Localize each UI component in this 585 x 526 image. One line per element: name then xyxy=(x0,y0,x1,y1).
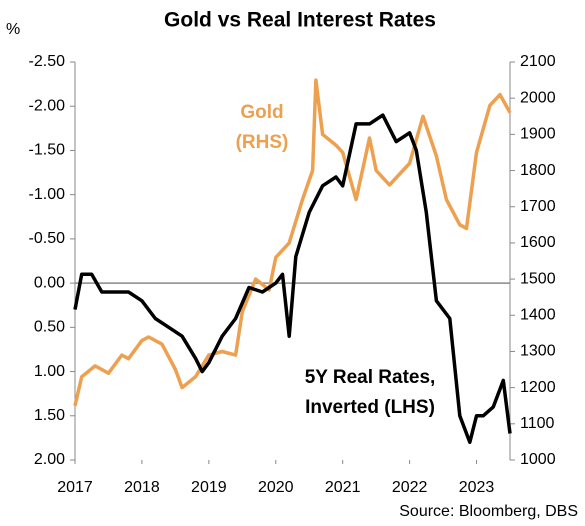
x-tick-label: 2023 xyxy=(459,479,495,496)
y-tick-label: 1.50 xyxy=(34,407,65,424)
y2-tick-label: 1300 xyxy=(520,343,556,360)
y-tick-label: -0.50 xyxy=(29,230,66,247)
y-tick-label: 2.00 xyxy=(34,451,65,468)
y2-tick-label: 2000 xyxy=(520,89,556,106)
line-series xyxy=(73,78,512,407)
x-tick-label: 2022 xyxy=(392,479,428,496)
y2-tick-label: 1400 xyxy=(520,306,556,323)
y2-tick-label: 1800 xyxy=(520,162,556,179)
line-series xyxy=(73,113,512,445)
y-tick-label: -2.00 xyxy=(29,97,66,114)
y2-tick-label: 1700 xyxy=(520,198,556,215)
y2-tick-label: 2100 xyxy=(520,53,556,70)
annotation: (RHS) xyxy=(236,132,289,153)
y-tick-label: -1.50 xyxy=(29,142,66,159)
y2-tick-label: 1500 xyxy=(520,270,556,287)
y-unit: % xyxy=(6,21,20,38)
y-tick-label: 0.00 xyxy=(34,274,65,291)
x-tick-label: 2019 xyxy=(191,479,227,496)
annotation: Gold xyxy=(240,102,283,123)
y-tick-label: 1.00 xyxy=(34,363,65,380)
y-tick-label: -1.00 xyxy=(29,186,66,203)
y2-tick-label: 1000 xyxy=(520,451,556,468)
y2-tick-label: 1900 xyxy=(520,126,556,143)
source: Source: Bloomberg, DBS xyxy=(399,503,578,520)
y2-tick-label: 1600 xyxy=(520,234,556,251)
annotation: 5Y Real Rates, xyxy=(305,367,436,388)
x-tick-label: 2021 xyxy=(325,479,361,496)
x-tick-label: 2020 xyxy=(258,479,294,496)
y-tick-label: -2.50 xyxy=(29,53,66,70)
y2-tick-label: 1200 xyxy=(520,379,556,396)
y2-tick-label: 1100 xyxy=(520,415,555,432)
y-tick-label: 0.50 xyxy=(34,319,65,336)
chart-title: Gold vs Real Interest Rates xyxy=(164,9,436,32)
x-tick-label: 2018 xyxy=(124,479,160,496)
x-tick-label: 2017 xyxy=(57,479,93,496)
annotation: Inverted (LHS) xyxy=(305,397,435,418)
